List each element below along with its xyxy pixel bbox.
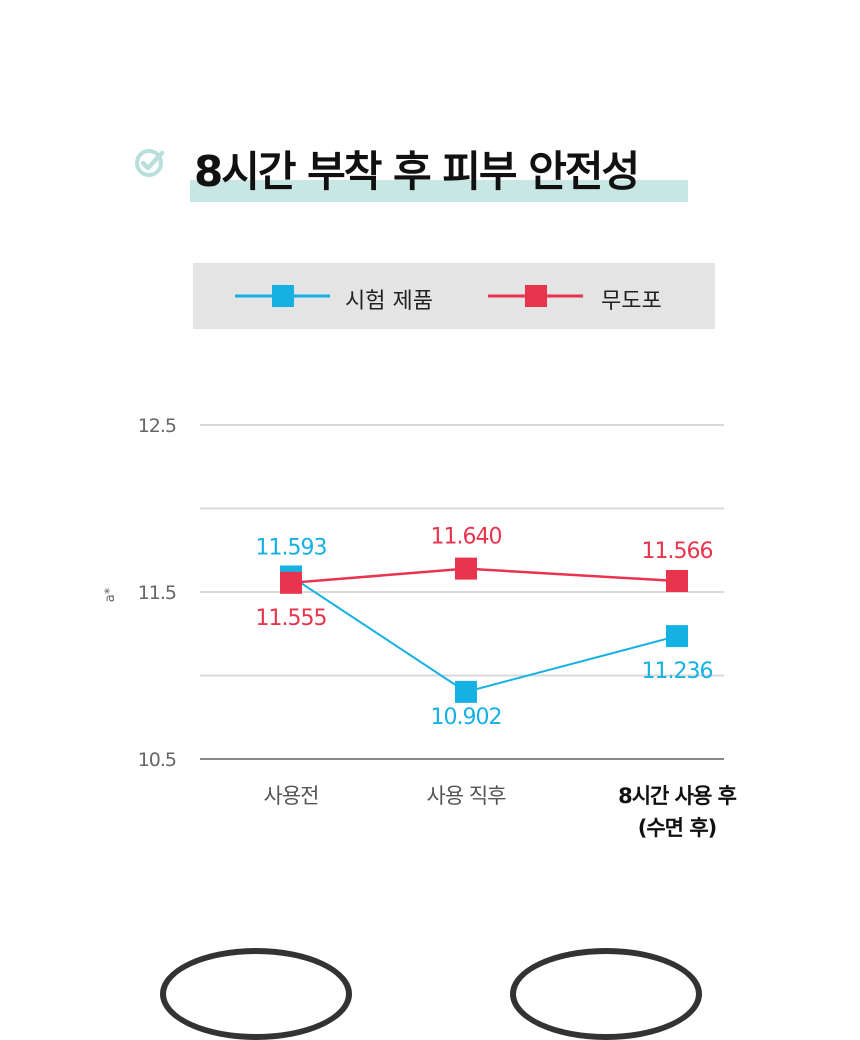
data-label: 11.555	[256, 606, 327, 631]
series-line	[290, 567, 678, 585]
x-tick-label-line: 8시간 사용 후	[618, 784, 737, 808]
data-label: 11.593	[256, 535, 327, 560]
data-label: 11.236	[642, 659, 713, 684]
title-block: 8시간 부착 후 피부 안전성	[130, 132, 700, 212]
product-image-right	[510, 948, 702, 1040]
x-tick-label-line: 사용 직후	[427, 784, 507, 808]
x-tick-label: 사용전	[264, 784, 319, 808]
x-tick-label: 사용 직후	[427, 784, 507, 808]
x-tick-label-line: (수면 후)	[638, 816, 716, 840]
data-label: 10.902	[431, 705, 502, 730]
legend-marker-untreated	[488, 285, 583, 307]
data-point	[280, 571, 302, 594]
data-point	[455, 680, 477, 703]
legend-label-untreated: 무도포	[601, 289, 662, 314]
x-tick-label-line: 사용전	[264, 784, 319, 808]
y-tick-label: 11.5	[138, 582, 176, 604]
data-label: 11.640	[431, 525, 502, 550]
data-point	[455, 557, 477, 580]
product-image-left	[160, 948, 352, 1040]
x-tick-label: 8시간 사용 후 (수면 후)	[618, 784, 737, 840]
data-point	[666, 569, 688, 592]
data-point	[666, 625, 688, 648]
y-tick-label: 12.5	[138, 415, 176, 437]
line-chart: 12.5 11.5 10.5 a* 사용전 사용 직후 8시간 사용 후 (수면 후) 11.5…	[103, 415, 738, 840]
legend-label-test-product: 시험 제품	[345, 289, 433, 314]
y-axis-label: a*	[103, 587, 118, 602]
title-highlight	[190, 180, 688, 202]
page-title: 8시간 부착 후 피부 안전성	[194, 147, 640, 196]
check-circle-icon	[135, 149, 165, 177]
chart-legend: 시험 제품 무도포	[193, 263, 715, 329]
data-label: 11.566	[642, 539, 713, 564]
y-tick-label: 10.5	[138, 749, 176, 771]
legend-marker-test-product	[235, 285, 330, 307]
